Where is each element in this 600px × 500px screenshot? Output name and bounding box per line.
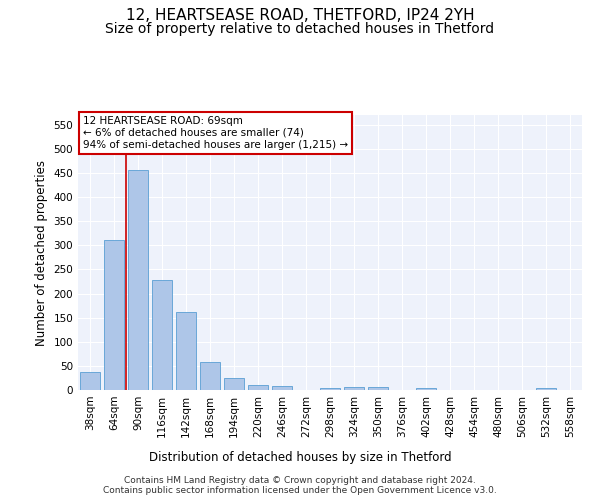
Bar xyxy=(176,312,196,390)
Bar xyxy=(80,372,100,390)
Bar xyxy=(248,384,268,390)
Text: Contains HM Land Registry data © Crown copyright and database right 2024.
Contai: Contains HM Land Registry data © Crown c… xyxy=(103,476,497,495)
Text: 12, HEARTSEASE ROAD, THETFORD, IP24 2YH: 12, HEARTSEASE ROAD, THETFORD, IP24 2YH xyxy=(125,8,475,22)
Bar xyxy=(104,240,124,390)
Text: Size of property relative to detached houses in Thetford: Size of property relative to detached ho… xyxy=(106,22,494,36)
Bar xyxy=(536,388,556,390)
Bar xyxy=(320,388,340,390)
Bar xyxy=(200,362,220,390)
Bar xyxy=(272,386,292,390)
Bar xyxy=(416,388,436,390)
Bar xyxy=(344,387,364,390)
Bar xyxy=(128,170,148,390)
Bar xyxy=(224,378,244,390)
Y-axis label: Number of detached properties: Number of detached properties xyxy=(35,160,48,346)
Text: 12 HEARTSEASE ROAD: 69sqm
← 6% of detached houses are smaller (74)
94% of semi-d: 12 HEARTSEASE ROAD: 69sqm ← 6% of detach… xyxy=(83,116,348,150)
Bar xyxy=(152,280,172,390)
Bar xyxy=(368,387,388,390)
Text: Distribution of detached houses by size in Thetford: Distribution of detached houses by size … xyxy=(149,451,451,464)
